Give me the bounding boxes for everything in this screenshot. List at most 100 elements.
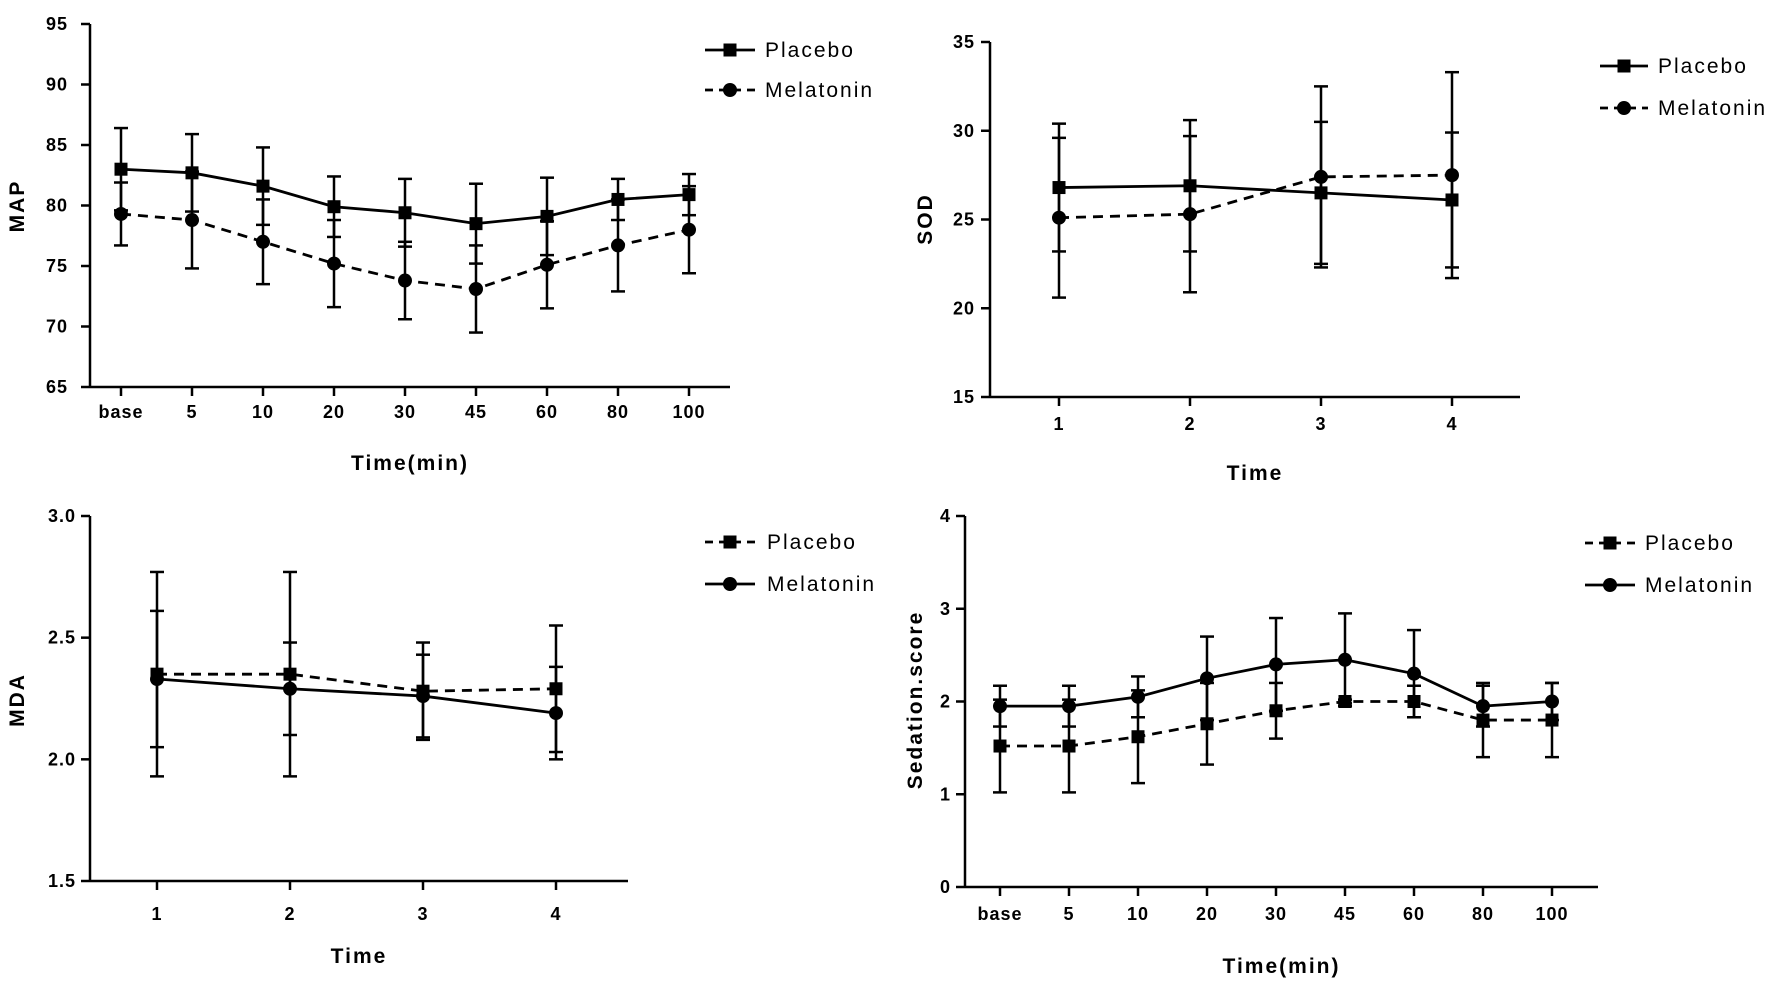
data-point-circle <box>416 689 430 704</box>
legend-label: Melatonin <box>765 79 874 102</box>
mda-chart-panel: 1.5 2.0 2.5 3.0 1 2 3 4 Time MDA Placebo Melatonin <box>6 506 874 968</box>
y-tick-label: 80 <box>46 196 68 216</box>
y-tick-label: 2.0 <box>48 749 76 769</box>
legend-label: Placebo <box>765 39 855 62</box>
y-tick-label: 0 <box>940 877 951 897</box>
data-point-circle <box>283 681 297 696</box>
x-tick-label: 60 <box>1403 904 1425 924</box>
data-point-circle <box>549 706 563 721</box>
legend-label: Placebo <box>1658 55 1748 78</box>
legend-item: Placebo <box>1600 55 1748 78</box>
sedation-chart-panel: 0 1 2 3 4 base 5 10 20 30 45 60 80 100 Time(min) Sedati… <box>904 506 1754 978</box>
legend-item: Melatonin <box>705 79 874 102</box>
x-tick-label: 60 <box>536 402 558 422</box>
x-tick-label: base <box>977 904 1022 924</box>
y-tick-label: 15 <box>953 387 975 407</box>
x-tick-label: base <box>98 402 143 422</box>
legend-item: Placebo <box>705 531 857 554</box>
data-point-circle <box>993 699 1007 714</box>
legend-item: Melatonin <box>1585 574 1754 597</box>
data-point-circle <box>1052 210 1066 225</box>
legend-item: Placebo <box>705 39 855 62</box>
y-axis-title: SOD <box>914 193 937 245</box>
x-tick-label: 80 <box>607 402 629 422</box>
data-point-circle <box>185 213 199 228</box>
x-tick-label: 100 <box>1535 904 1568 924</box>
data-point-square <box>114 162 128 176</box>
y-tick-label: 85 <box>46 135 68 155</box>
y-tick-label: 3 <box>940 599 951 619</box>
x-tick-label: 30 <box>394 402 416 422</box>
y-tick-label: 2 <box>940 692 951 712</box>
y-tick-label: 30 <box>953 121 975 141</box>
x-tick-label: 45 <box>465 402 487 422</box>
x-tick-label: 4 <box>1446 414 1457 434</box>
legend-marker-circle <box>723 83 737 97</box>
x-tick-label: 10 <box>252 402 274 422</box>
x-tick-label: 45 <box>1334 904 1356 924</box>
y-axis-title: MDA <box>6 673 29 727</box>
legend-label: Placebo <box>1645 532 1735 555</box>
data-point-circle <box>1338 652 1352 667</box>
sod-chart-panel: 15 20 25 30 35 1 2 3 4 Time SOD Placebo Melatonin <box>914 32 1765 485</box>
y-tick-label: 90 <box>46 75 68 95</box>
x-tick-label: 80 <box>1472 904 1494 924</box>
legend-label: Placebo <box>767 531 857 554</box>
data-point-circle <box>1131 689 1145 704</box>
data-point-square <box>540 209 554 223</box>
data-point-square <box>1062 739 1076 753</box>
data-point-circle <box>469 281 483 296</box>
y-tick-label: 2.5 <box>48 628 76 648</box>
legend-marker-circle <box>1617 101 1631 115</box>
x-tick-label: 100 <box>672 402 705 422</box>
y-tick-label: 65 <box>46 377 68 397</box>
data-point-circle <box>150 672 164 687</box>
data-point-circle <box>398 273 412 288</box>
y-tick-label: 70 <box>46 317 68 337</box>
legend-marker-circle <box>1603 578 1617 592</box>
series-melatonin <box>150 609 563 761</box>
x-tick-label: 4 <box>550 904 561 924</box>
series-placebo <box>150 570 563 778</box>
map-chart-panel: 65 70 75 80 85 90 95 base 5 10 20 30 45 60 80 100 Time(m… <box>6 14 874 475</box>
x-tick-label: 30 <box>1265 904 1287 924</box>
y-tick-label: 4 <box>940 506 951 526</box>
data-point-circle <box>611 238 625 253</box>
x-tick-label: 3 <box>1315 414 1326 434</box>
data-point-square <box>398 206 412 220</box>
data-point-circle <box>1183 207 1197 222</box>
data-point-circle <box>1269 657 1283 672</box>
series-melatonin <box>1052 70 1459 299</box>
series-line <box>1058 184 1453 202</box>
data-point-circle <box>1476 699 1490 714</box>
x-tick-label: 2 <box>1184 414 1195 434</box>
x-tick-label: 20 <box>1196 904 1218 924</box>
x-tick-label: 5 <box>186 402 197 422</box>
data-point-circle <box>1445 168 1459 183</box>
x-axis-title: Time(min) <box>1223 955 1341 978</box>
y-tick-label: 25 <box>953 210 975 230</box>
data-point-circle <box>1407 666 1421 681</box>
series-line <box>156 677 557 715</box>
y-tick-label: 1.5 <box>48 871 76 891</box>
data-point-square <box>256 179 270 193</box>
legend-item: Melatonin <box>705 573 874 596</box>
legend-label: Melatonin <box>1645 574 1754 597</box>
legend-marker-square <box>723 43 737 57</box>
series-melatonin <box>993 612 1559 728</box>
data-point-circle <box>114 206 128 221</box>
data-point-square <box>327 200 341 214</box>
legend-marker-square <box>1617 59 1631 73</box>
data-point-circle <box>327 256 341 271</box>
data-point-circle <box>1545 694 1559 709</box>
data-point-circle <box>1062 699 1076 714</box>
x-tick-label: 5 <box>1063 904 1074 924</box>
x-tick-label: 10 <box>1127 904 1149 924</box>
y-tick-label: 20 <box>953 298 975 318</box>
data-point-circle <box>1200 671 1214 686</box>
y-axis-title: Sedation.score <box>904 611 927 790</box>
y-tick-label: 35 <box>953 32 975 52</box>
legend-item: Melatonin <box>1600 97 1765 120</box>
y-tick-label: 1 <box>940 784 951 804</box>
